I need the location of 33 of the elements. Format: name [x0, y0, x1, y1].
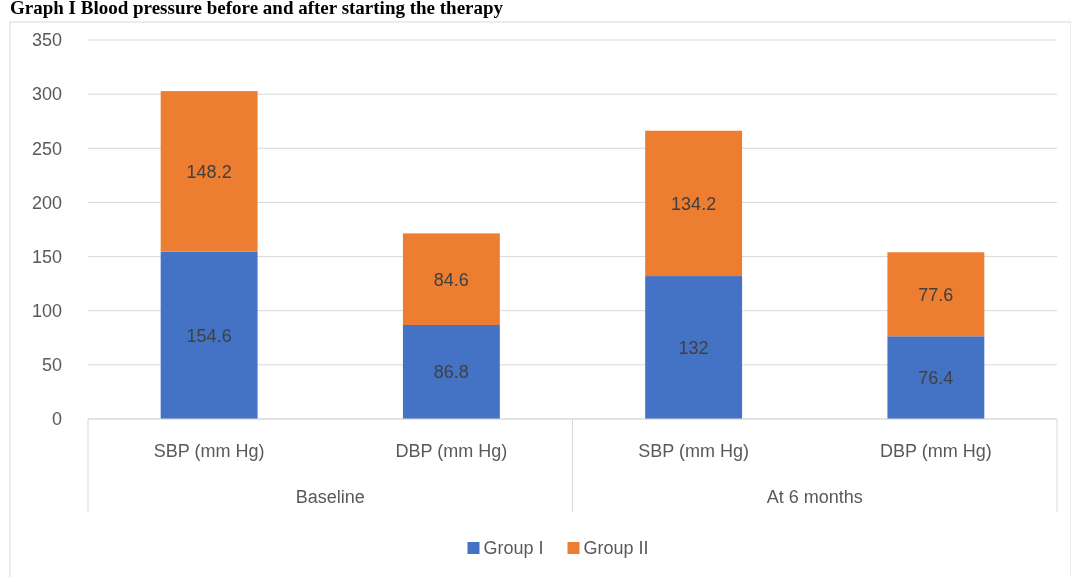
bar	[402, 325, 500, 419]
y-tick-label: 300	[31, 84, 62, 105]
y-tick-label: 350	[31, 30, 62, 51]
data-label: 86.8	[433, 362, 469, 383]
y-tick-label: 50	[41, 355, 62, 376]
x-tick-label: DBP (mm Hg)	[880, 441, 992, 462]
y-tick-label: 150	[31, 246, 62, 267]
bar	[645, 276, 743, 419]
x-tick-label: SBP (mm Hg)	[153, 441, 265, 462]
text: At 6 months	[766, 487, 863, 508]
bar	[887, 336, 985, 419]
text: Baseline	[295, 487, 365, 508]
legend-label: Group II	[583, 538, 649, 559]
chart-title: Graph I Blood pressure before and after starting the therapy	[10, 0, 504, 18]
data-label: 154.6	[186, 325, 232, 346]
data-label: 76.4	[918, 367, 954, 388]
x-tick-label: DBP (mm Hg)	[395, 441, 508, 462]
y-tick-label: 200	[31, 192, 62, 213]
legend-label: Group I	[483, 538, 544, 559]
bar	[160, 91, 258, 252]
bar	[887, 252, 985, 337]
data-label: 84.6	[433, 269, 469, 290]
data-label: 148.2	[186, 161, 232, 182]
data-label: 132	[678, 337, 709, 358]
y-tick-label: 100	[31, 301, 62, 322]
data-label: 134.2	[671, 193, 717, 214]
bar	[402, 233, 500, 326]
x-tick-label: SBP (mm Hg)	[638, 441, 749, 462]
bar	[160, 251, 258, 419]
data-label: 77.6	[918, 284, 954, 305]
y-tick-label: 0	[51, 409, 62, 430]
y-tick-label: 250	[31, 138, 62, 159]
bar	[645, 130, 743, 277]
